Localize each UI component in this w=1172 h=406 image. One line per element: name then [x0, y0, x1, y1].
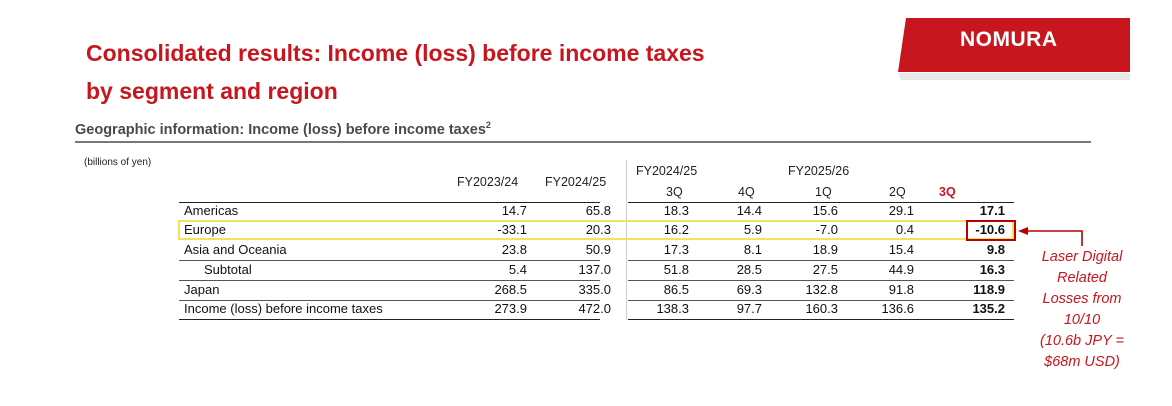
- table-cell: 15.4: [888, 242, 914, 257]
- table-cell: 27.5: [812, 262, 838, 277]
- europe-row-highlight: [178, 220, 1014, 240]
- table-cell: 29.1: [888, 203, 914, 218]
- table-cell: 5.9: [743, 222, 762, 237]
- europe-3q-callout-box: [966, 220, 1016, 241]
- annotation-line-2: Related: [1057, 270, 1107, 286]
- table-cell: 17.3: [663, 242, 689, 257]
- table-cell: 23.8: [501, 242, 527, 257]
- row-rule: [628, 319, 1014, 320]
- table-cell: 17.1: [979, 203, 1005, 218]
- header-fy2025-26-quarters: FY2025/26: [788, 164, 850, 178]
- annotation-line-1: Laser Digital: [1041, 249, 1123, 265]
- nomura-logo: NOMURA: [898, 18, 1130, 80]
- units-label: (billions of yen): [84, 157, 152, 168]
- table-cell: 5.4: [508, 262, 527, 277]
- row-rule: [628, 260, 1014, 261]
- subtitle-divider: [75, 141, 1091, 143]
- header-2q: 2Q: [889, 185, 906, 199]
- table-cell: 18.3: [663, 203, 689, 218]
- header-rule-annual: [179, 202, 600, 203]
- table-cell: 20.3: [585, 222, 611, 237]
- row-rule: [179, 319, 600, 320]
- table-cell: 44.9: [888, 262, 914, 277]
- table-cell: 160.3: [805, 301, 838, 316]
- table-cell: 14.4: [736, 203, 762, 218]
- row-label: Americas: [184, 203, 239, 218]
- slide-title: Consolidated results: Income (loss) befo…: [86, 34, 705, 110]
- table-cell: 16.3: [979, 262, 1005, 277]
- table-cell: 0.4: [895, 222, 914, 237]
- table-row: Subtotal 5.4 137.0 51.8 28.5 27.5 44.9 16.3: [179, 262, 1014, 280]
- table-cell: -33.1: [497, 222, 527, 237]
- table-cell: 50.9: [585, 242, 611, 257]
- table-cell: 91.8: [888, 282, 914, 297]
- header-3q-fy2425: 3Q: [666, 185, 683, 199]
- slide-title-line-1: Consolidated results: Income (loss) befo…: [86, 40, 705, 66]
- table-cell: 69.3: [736, 282, 762, 297]
- table-cell: 132.8: [805, 282, 838, 297]
- table-cell: 335.0: [578, 282, 611, 297]
- slide-title-line-2: by segment and region: [86, 78, 338, 104]
- header-fy2023-24: FY2023/24: [457, 175, 519, 189]
- row-label: Asia and Oceania: [184, 242, 287, 257]
- table-cell: 118.9: [973, 282, 1005, 297]
- table-cell: 97.7: [736, 301, 762, 316]
- table-cell: 51.8: [663, 262, 689, 277]
- table-cell: -7.0: [815, 222, 838, 237]
- section-subtitle-text: Geographic information: Income (loss) be…: [75, 121, 486, 138]
- table-cell: 16.2: [663, 222, 689, 237]
- table-row: Income (loss) before income taxes 273.9 47…: [179, 301, 1014, 319]
- table-cell: 14.7: [501, 203, 527, 218]
- table-cell: 28.5: [736, 262, 762, 277]
- header-3q-fy2526: 3Q: [939, 185, 956, 199]
- table-cell: 136.6: [881, 301, 914, 316]
- footnote-marker: 2: [485, 120, 491, 130]
- header-1q: 1Q: [815, 185, 832, 199]
- row-rule: [179, 280, 600, 281]
- table-row: Japan 268.5 335.0 86.5 69.3 132.8 91.8 118.9: [179, 282, 1014, 300]
- table-row: Europe -33.1 20.3 16.2 5.9 -7.0 0.4 -10.6: [179, 222, 1014, 240]
- row-label: Subtotal: [204, 262, 252, 277]
- table-cell: -10.6: [975, 222, 1005, 237]
- header-fy2024-25: FY2024/25: [545, 175, 607, 189]
- column-group-divider: [626, 160, 627, 320]
- row-rule: [179, 300, 600, 301]
- logo-wordmark: NOMURA: [960, 28, 1058, 51]
- callout-arrow-icon: [1018, 227, 1083, 246]
- table-cell: 273.9: [494, 301, 527, 316]
- table-row: Asia and Oceania 23.8 50.9 17.3 8.1 18.9 15.4 9…: [179, 242, 1014, 260]
- table-cell: 472.0: [578, 301, 611, 316]
- header-rule-quarters: [628, 202, 1014, 203]
- table-cell: 8.1: [743, 242, 762, 257]
- row-rule: [179, 260, 600, 261]
- table-cell: 138.3: [656, 301, 689, 316]
- table-cell: 18.9: [812, 242, 838, 257]
- row-label: Income (loss) before income taxes: [184, 301, 383, 316]
- annotation-line-5: (10.6b JPY =: [1040, 333, 1124, 349]
- row-label: Europe: [184, 222, 226, 237]
- table-cell: 15.6: [812, 203, 838, 218]
- table-cell: 137.0: [578, 262, 611, 277]
- row-label: Japan: [184, 282, 220, 297]
- table-row: Americas 14.7 65.8 18.3 14.4 15.6 29.1 17.1: [179, 203, 1014, 221]
- table-cell: 86.5: [663, 282, 689, 297]
- section-subtitle: Geographic information: Income (loss) be…: [75, 120, 491, 138]
- header-fy2024-25-quarters: FY2024/25: [636, 164, 698, 178]
- annotation-line-3: Losses from: [1042, 291, 1122, 307]
- row-rule: [628, 280, 1014, 281]
- header-4q: 4Q: [738, 185, 755, 199]
- table-cell: 65.8: [585, 203, 611, 218]
- annotation-line-4: 10/10: [1063, 312, 1101, 328]
- logo-background-icon: [898, 18, 1130, 80]
- table-cell: 135.2: [972, 301, 1005, 316]
- row-rule: [628, 300, 1014, 301]
- table-cell: 9.8: [986, 242, 1005, 257]
- laser-digital-annotation: Laser Digital Related Losses from 10/10 …: [1026, 247, 1138, 373]
- annotation-line-6: $68m USD): [1044, 354, 1120, 370]
- table-cell: 268.5: [494, 282, 527, 297]
